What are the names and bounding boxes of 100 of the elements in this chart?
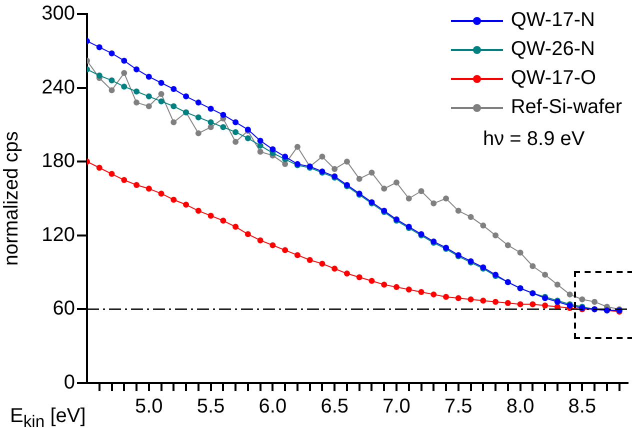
legend-label: QW-26-N <box>510 38 595 61</box>
point <box>332 166 338 172</box>
point <box>96 164 102 171</box>
point <box>282 161 288 168</box>
point <box>170 119 177 126</box>
point <box>108 170 115 177</box>
point <box>146 93 152 100</box>
point <box>121 84 128 90</box>
point <box>244 231 251 238</box>
y-axis-title: normalized cps <box>0 131 23 266</box>
point <box>183 93 190 100</box>
point <box>195 130 202 136</box>
point <box>418 288 424 295</box>
point <box>356 274 362 280</box>
point <box>480 222 486 229</box>
y-tick-label: 60 <box>52 298 75 320</box>
point <box>134 88 140 94</box>
point <box>208 119 214 126</box>
point <box>356 176 362 182</box>
point <box>244 135 251 142</box>
point <box>195 100 202 106</box>
point <box>257 148 264 155</box>
point <box>468 296 474 302</box>
point <box>306 257 313 263</box>
point <box>134 100 140 106</box>
y-tick-label: 180 <box>42 150 75 172</box>
legend-label: QW-17-O <box>510 67 596 90</box>
x-tick-label: 8.5 <box>568 396 596 418</box>
point <box>517 301 524 308</box>
point <box>121 58 128 64</box>
annotation: hν = 8.9 eV <box>483 128 585 151</box>
point <box>455 295 462 302</box>
point <box>504 242 511 248</box>
point <box>443 196 450 202</box>
point <box>270 146 276 152</box>
point <box>170 196 177 203</box>
legend-label: QW-17-N <box>510 9 595 32</box>
point <box>517 250 524 256</box>
point <box>134 182 140 188</box>
point <box>381 186 388 192</box>
point <box>393 284 400 290</box>
point <box>232 224 239 230</box>
point <box>430 291 437 298</box>
point <box>406 286 412 293</box>
x-axis-title: E$_{kin}$ [eV] <box>10 405 86 432</box>
point <box>368 170 375 176</box>
point <box>530 301 536 308</box>
point <box>108 50 115 56</box>
point <box>282 247 288 254</box>
point <box>344 158 350 165</box>
point <box>480 298 486 304</box>
x-tick-label: 5.5 <box>196 396 225 418</box>
point <box>121 70 128 76</box>
x-tick-label: 6.5 <box>320 396 349 418</box>
point <box>368 278 375 284</box>
point <box>294 144 300 150</box>
point <box>443 294 450 300</box>
point <box>257 237 264 244</box>
x-tick-label: 6.0 <box>258 396 287 418</box>
point <box>146 186 152 192</box>
x-tick-label: 7.5 <box>444 396 472 418</box>
y-tick-label: 300 <box>42 2 75 25</box>
point <box>146 74 152 80</box>
point <box>158 98 164 104</box>
point <box>492 232 499 238</box>
x-tick-label: 5.0 <box>134 396 163 418</box>
point <box>270 242 276 248</box>
point <box>134 66 140 72</box>
point <box>294 252 300 258</box>
point <box>158 190 164 197</box>
point <box>121 177 128 184</box>
point <box>208 106 214 112</box>
point <box>232 138 239 145</box>
point <box>554 282 560 288</box>
point <box>455 208 462 214</box>
point <box>530 263 536 270</box>
point <box>257 138 264 144</box>
y-tick-label: 240 <box>42 76 75 98</box>
point <box>282 154 288 160</box>
point <box>418 188 424 194</box>
point <box>344 270 350 277</box>
point <box>220 124 226 130</box>
point <box>208 212 214 219</box>
point <box>170 103 177 110</box>
x-tick-label: 7.0 <box>382 396 410 418</box>
y-tick-label: 0 <box>64 372 75 394</box>
point <box>468 214 474 220</box>
point <box>332 266 338 272</box>
point <box>158 80 164 86</box>
point <box>170 86 177 92</box>
point <box>220 218 226 224</box>
point <box>542 272 548 278</box>
point <box>319 260 326 267</box>
point <box>96 72 102 78</box>
point <box>430 200 437 206</box>
point <box>393 180 400 186</box>
point <box>504 300 511 306</box>
point <box>158 90 164 97</box>
point <box>232 129 239 136</box>
point <box>108 87 115 94</box>
